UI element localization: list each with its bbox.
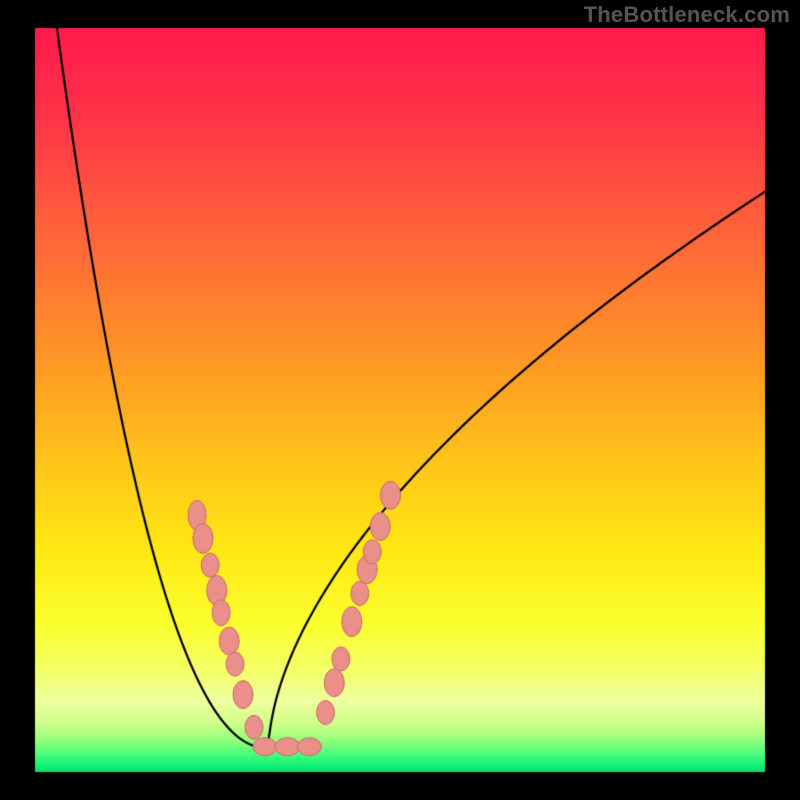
watermark-text: TheBottleneck.com: [584, 2, 790, 28]
bottleneck-curve-chart: [0, 0, 800, 800]
chart-stage: TheBottleneck.com: [0, 0, 800, 800]
